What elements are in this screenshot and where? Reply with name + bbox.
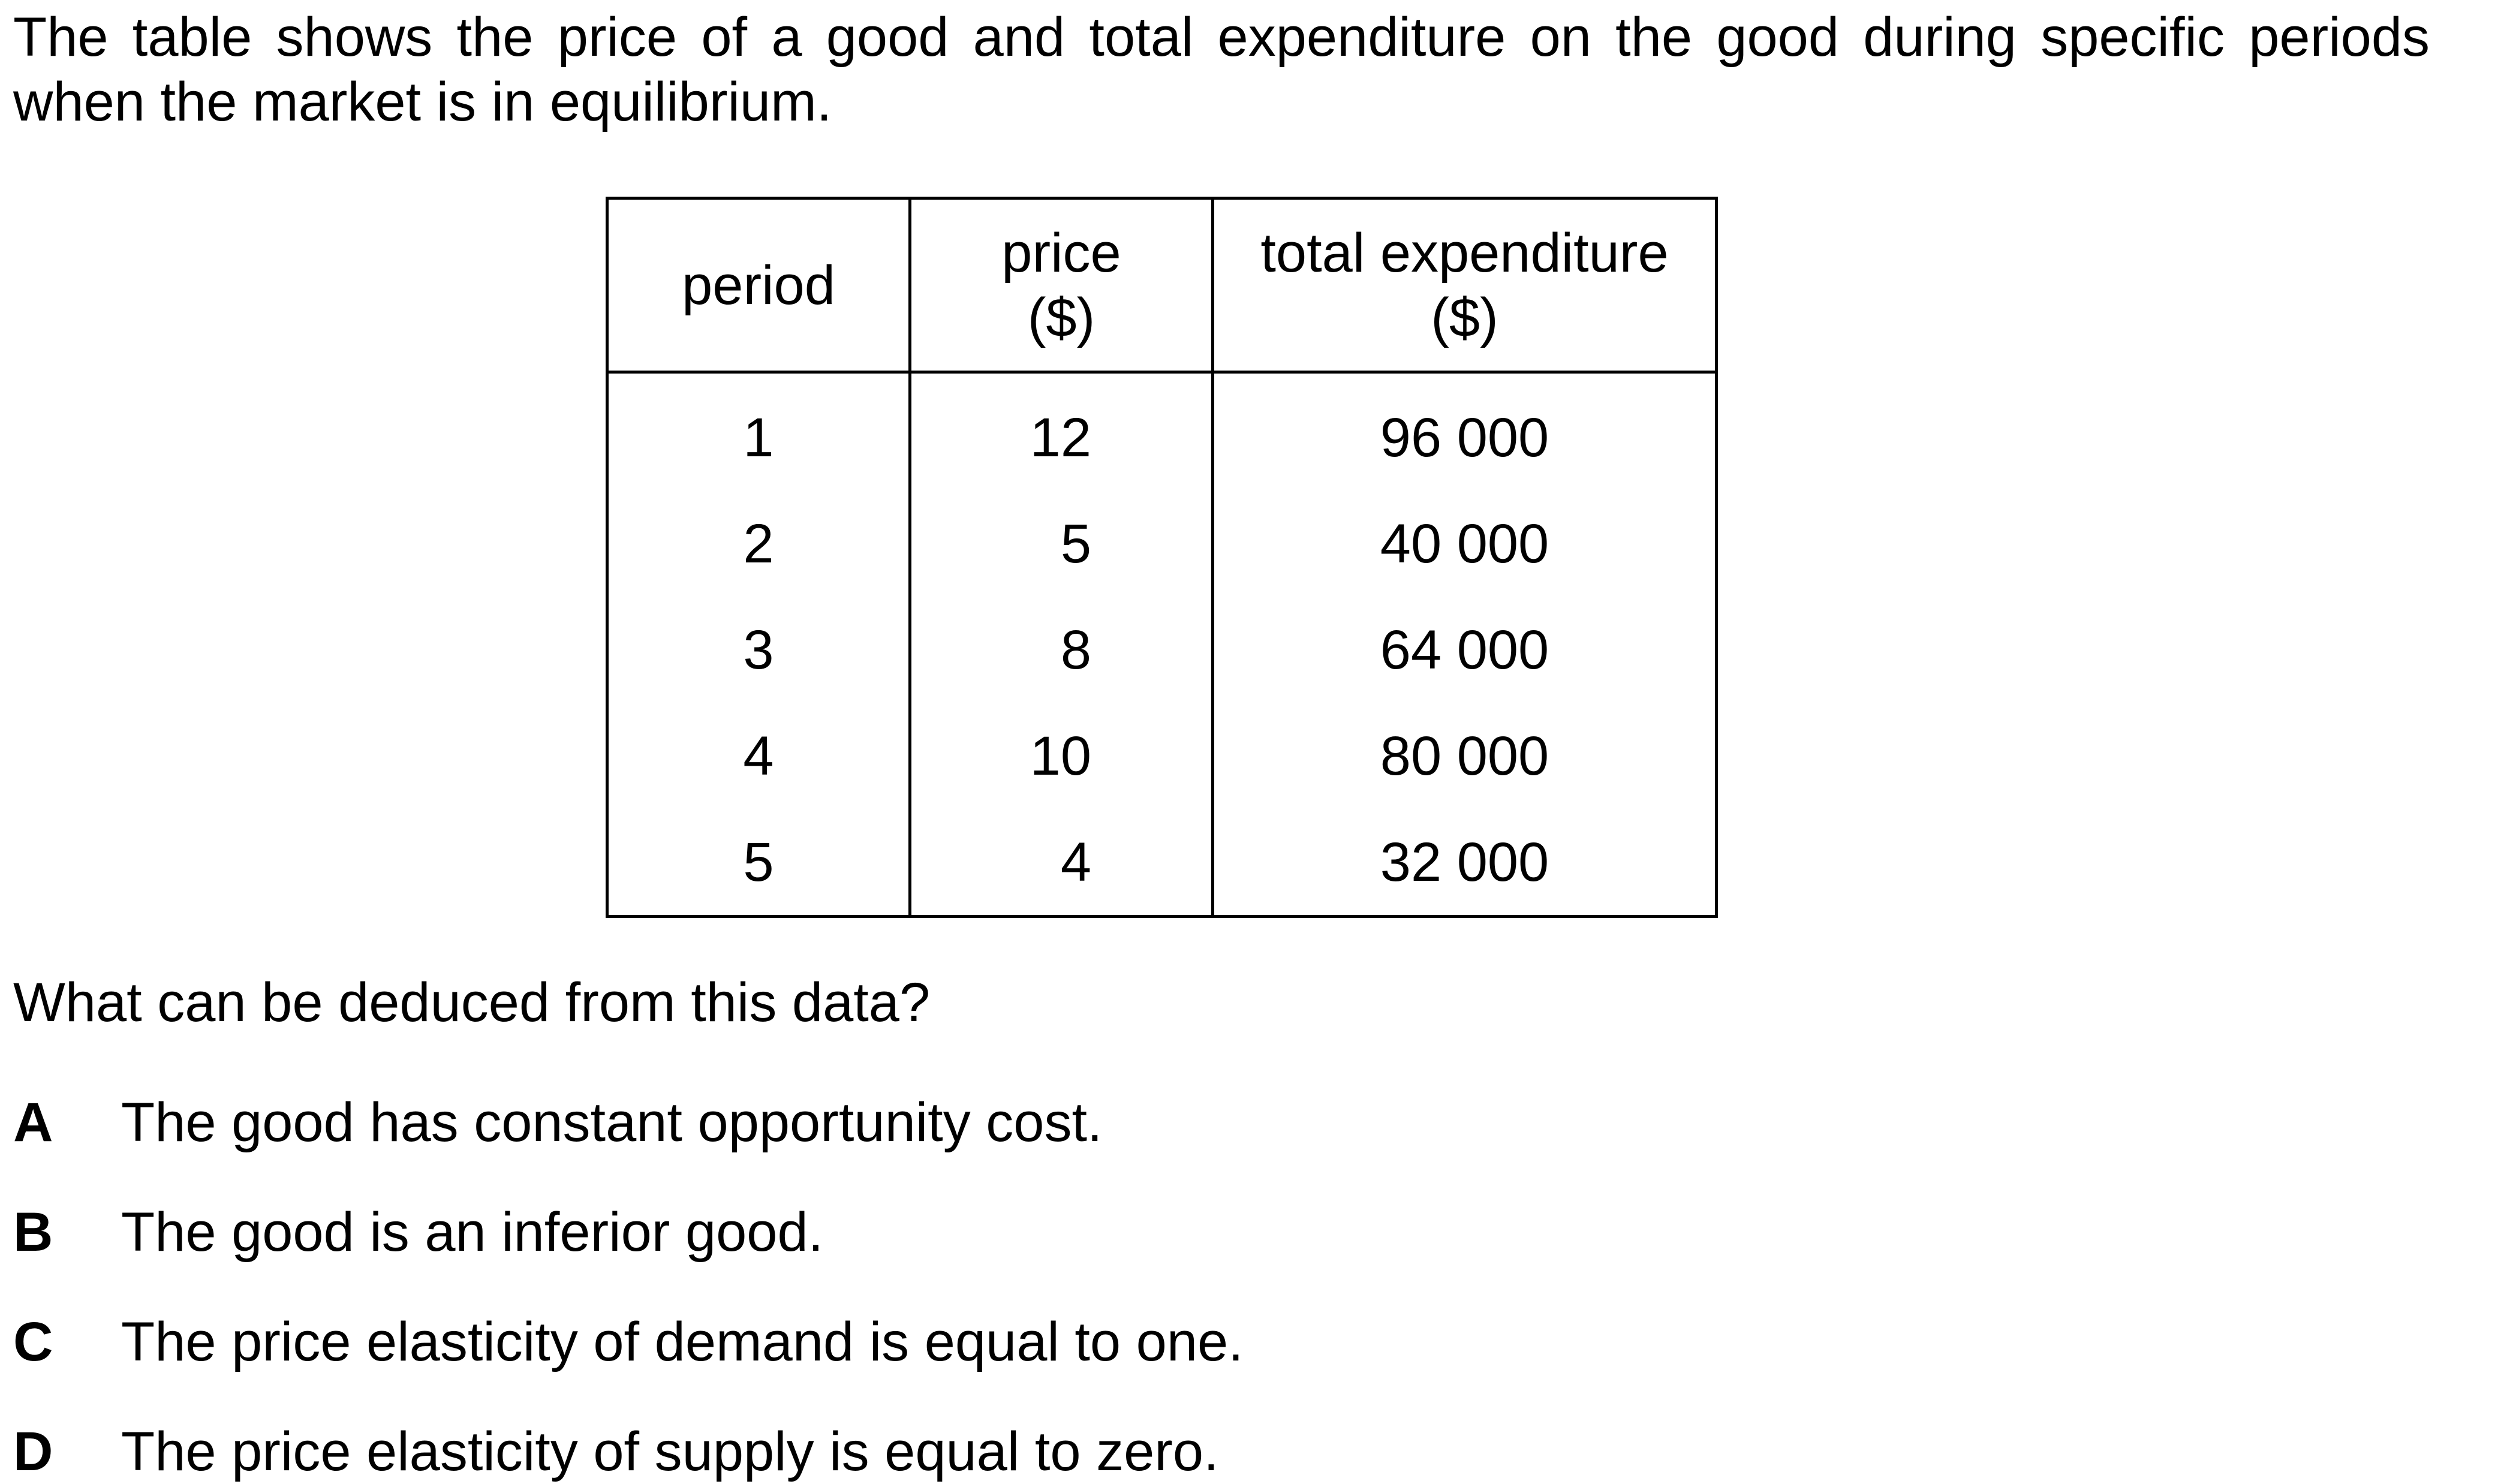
option-a: A The good has constant opportunity cost. [13, 1090, 1103, 1155]
table-header-row: period price ($) total expenditure ($) [606, 197, 1718, 374]
option-text: The price elasticity of supply is equal … [121, 1421, 1219, 1482]
price-cell: 4 [908, 809, 1214, 918]
period-cell: 5 [606, 809, 911, 918]
table-row: 5 4 32 000 [606, 809, 1718, 918]
header-expenditure-label: total expenditure [1260, 222, 1669, 284]
header-total-expenditure: total expenditure ($) [1211, 197, 1718, 374]
period-cell: 1 [606, 372, 911, 490]
header-price-unit: ($) [1027, 287, 1096, 348]
table-row: 1 12 96 000 [606, 372, 1718, 490]
intro-paragraph: The table shows the price of a good and … [13, 7, 2430, 133]
option-d: D The price elasticity of supply is equal… [13, 1419, 1219, 1484]
price-cell: 8 [908, 597, 1214, 703]
option-c: C The price elasticity of demand is equal… [13, 1310, 1244, 1374]
expenditure-cell: 32 000 [1211, 809, 1718, 918]
data-table: period price ($) total expenditure ($) 1… [606, 197, 1718, 918]
header-expenditure-unit: ($) [1431, 287, 1498, 348]
expenditure-cell: 80 000 [1211, 703, 1718, 809]
option-text: The price elasticity of demand is equal … [121, 1311, 1244, 1372]
option-text: The good has constant opportunity cost. [121, 1092, 1103, 1153]
period-cell: 2 [606, 490, 911, 597]
header-price-label: price [1001, 222, 1121, 284]
header-period-label: period [682, 254, 835, 316]
expenditure-cell: 96 000 [1211, 372, 1718, 490]
option-letter: A [13, 1092, 53, 1153]
price-cell: 10 [908, 703, 1214, 809]
header-price: price ($) [908, 197, 1214, 374]
expenditure-cell: 40 000 [1211, 490, 1718, 597]
option-b: B The good is an inferior good. [13, 1200, 823, 1265]
price-cell: 12 [908, 372, 1214, 490]
question-text: What can be deduced from this data? [13, 972, 931, 1033]
table-row: 3 8 64 000 [606, 597, 1718, 703]
option-letter: C [13, 1311, 53, 1372]
expenditure-cell: 64 000 [1211, 597, 1718, 703]
table-row: 2 5 40 000 [606, 490, 1718, 597]
option-text: The good is an inferior good. [121, 1202, 824, 1263]
option-letter: D [13, 1421, 53, 1482]
option-letter: B [13, 1202, 53, 1263]
table-row: 4 10 80 000 [606, 703, 1718, 809]
header-period: period [606, 197, 911, 374]
period-cell: 3 [606, 597, 911, 703]
price-cell: 5 [908, 490, 1214, 597]
period-cell: 4 [606, 703, 911, 809]
